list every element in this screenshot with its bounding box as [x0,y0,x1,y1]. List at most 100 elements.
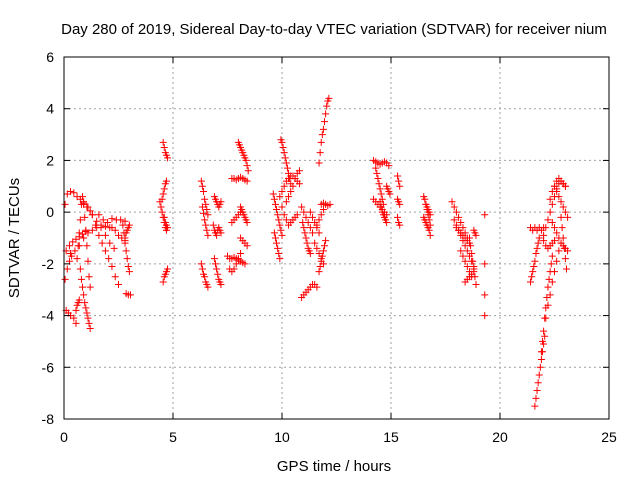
data-point [468,250,476,258]
data-point [275,216,283,224]
data-point [534,379,542,387]
data-point [285,193,293,201]
data-point [95,231,103,239]
data-point [92,221,100,229]
data-point [63,265,71,273]
data-point [542,314,550,322]
data-point [157,203,165,211]
data-point [318,131,326,139]
data-point [158,195,166,203]
data-point [455,213,463,221]
data-point [531,257,539,265]
data-point [70,314,78,322]
data-point [561,255,569,263]
data-point [547,260,555,268]
data-point [271,200,279,208]
data-point [84,203,92,211]
data-point [395,177,403,185]
data-point [201,273,209,281]
data-point [533,244,541,252]
data-point [557,198,565,206]
data-point [532,394,540,402]
data-point [164,154,172,162]
data-point [450,216,458,224]
data-point [230,265,238,273]
data-point [105,255,113,263]
data-point [273,239,281,247]
data-point [270,229,278,237]
series-s34 [269,190,286,239]
data-point [101,247,109,255]
series-s69 [527,234,543,286]
series-s67 [481,211,489,320]
data-point [551,224,558,232]
data-point [426,211,434,219]
data-point [540,327,548,335]
chart-title: Day 280 of 2019, Sidereal Day-to-day VTE… [61,21,607,38]
data-point [481,312,489,320]
data-point [86,283,94,291]
data-point [321,118,329,126]
data-point [83,309,91,317]
series-s25 [209,221,225,239]
data-point [373,169,381,177]
data-point [232,260,240,268]
series-s02 [62,228,90,255]
data-point [80,234,88,242]
data-point [374,175,382,183]
series-s04 [62,306,80,327]
data-point [125,268,133,276]
data-point [75,229,83,237]
data-point [86,207,94,215]
data-point [532,250,540,258]
series-s56 [394,213,404,229]
data-point [79,283,87,291]
data-point [450,203,458,211]
series-s17 [158,177,170,203]
data-point [204,211,212,219]
data-point [396,200,404,208]
data-point [204,283,212,291]
data-point [559,203,567,211]
data-point [542,224,550,232]
data-point [376,198,384,206]
data-point [243,218,251,226]
plot-frame [63,56,610,420]
data-point [293,211,301,219]
data-point [551,237,558,245]
data-point [315,159,323,167]
data-point [535,234,543,242]
data-point [306,208,314,216]
data-point [463,247,471,255]
data-point [213,231,221,239]
data-point [375,180,383,188]
data-point [243,242,251,250]
data-point [394,213,402,221]
data-point [101,231,109,239]
data-point [376,185,384,193]
series-s21 [197,177,212,219]
data-point [159,190,167,198]
data-point [321,242,329,250]
data-point [560,244,568,252]
data-point [557,213,565,221]
data-point [123,255,131,263]
data-point [164,224,172,232]
data-point [88,226,96,234]
data-point [86,325,94,332]
series-s39 [282,167,303,206]
data-point [546,208,554,216]
data-point [396,221,404,229]
data-point [67,250,75,258]
y-tick-label: 2 [46,152,54,168]
data-point [385,162,393,170]
data-point [84,229,92,237]
series-s23 [198,203,212,239]
series-s49 [370,156,393,170]
data-point [274,244,282,252]
data-point [541,332,549,340]
data-point [110,244,118,252]
series-s18 [159,138,172,162]
data-point [546,195,554,203]
data-point [461,257,469,265]
